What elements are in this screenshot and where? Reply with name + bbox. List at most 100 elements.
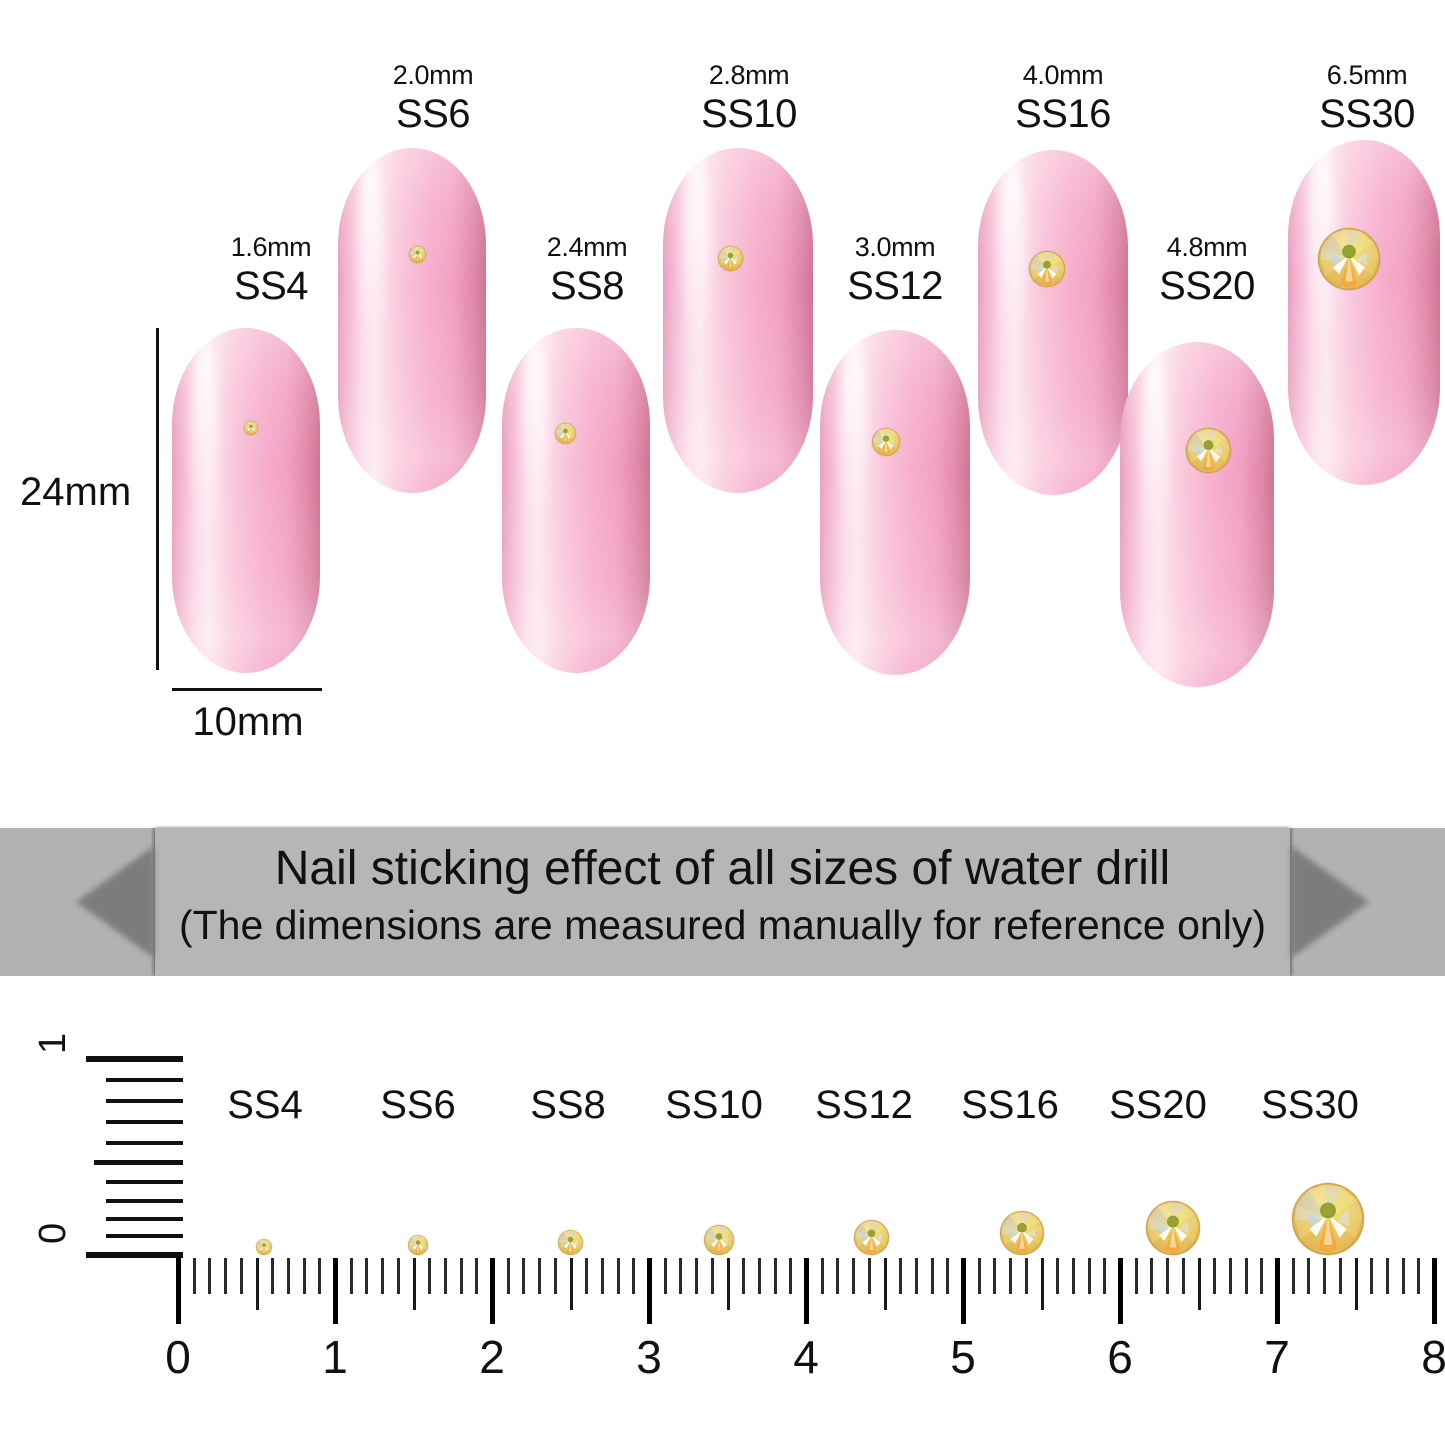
ruler-tick-mm (600, 1258, 604, 1294)
rhinestone-ss30 (1318, 228, 1380, 290)
nail-size-label-ss30: 6.5mm SS30 (1272, 62, 1445, 136)
ruler-tick-mm (1244, 1258, 1248, 1294)
ruler-tick-mm (679, 1258, 683, 1294)
ruler-tick-mm (349, 1258, 353, 1294)
vertical-scale-tick (86, 1056, 183, 1062)
nail-swatch-ss12 (820, 330, 970, 675)
ruler-tick-mm (789, 1258, 793, 1294)
ruler-rhinestone-ss20 (1146, 1201, 1200, 1255)
nail-gloss-highlight (358, 158, 384, 366)
ruler-tick-mm (1401, 1258, 1405, 1294)
nail-gloss-highlight (192, 338, 218, 546)
size-ss: SS16 (1015, 92, 1111, 136)
ruler-rhinestone-ss8 (558, 1230, 583, 1255)
ruler-tick-mm (1385, 1258, 1389, 1294)
vertical-scale-tick (106, 1217, 183, 1221)
ruler-tick-mm (946, 1258, 950, 1294)
vertical-scale-tick (106, 1180, 183, 1184)
ruler-label-ss16: SS16 (961, 1083, 1059, 1127)
ruler-tick-mm (1009, 1258, 1013, 1294)
ruler-tick-mm (1291, 1258, 1295, 1294)
ruler-label-ss12: SS12 (815, 1083, 913, 1127)
ruler-tick-mm (1417, 1258, 1421, 1294)
banner-subtitle: (The dimensions are measured manually fo… (178, 902, 1266, 948)
ruler-tick-mm (1024, 1258, 1028, 1294)
ruler-rhinestone-ss4 (256, 1239, 272, 1255)
size-mm: 4.0mm (1022, 60, 1104, 90)
ruler-label-ss4: SS4 (227, 1083, 303, 1127)
ruler-tick-cm (490, 1258, 495, 1324)
ruler-tick-mm (742, 1258, 746, 1294)
nail-gloss-highlight (522, 338, 548, 546)
vertical-scale (38, 1056, 183, 1258)
vertical-scale-tick (106, 1120, 183, 1124)
ruler-tick-mm (914, 1258, 918, 1294)
rhinestone-ss6 (409, 246, 426, 263)
height-dimension-line (156, 328, 159, 670)
ruler-tick-mm (836, 1258, 840, 1294)
ruler-tick-mm (538, 1258, 542, 1294)
ruler-tick-mm (208, 1258, 212, 1294)
ruler-tick-mm (1338, 1258, 1342, 1294)
nail-size-label-ss10: 2.8mm SS10 (654, 62, 844, 135)
height-dimension-label: 24mm (20, 470, 132, 514)
nail-size-label-ss8: 2.4mm SS8 (492, 234, 682, 307)
size-mm: 3.0mm (854, 232, 936, 262)
nail-size-label-ss4: 1.6mm SS4 (176, 232, 366, 307)
ruler-tick-half (1197, 1258, 1201, 1310)
nail-swatch-ss20 (1120, 342, 1274, 687)
ruler-tick-mm (443, 1258, 447, 1294)
size-ss: SS20 (1159, 264, 1255, 308)
ruler-tick-mm (1056, 1258, 1060, 1294)
ruler-rhinestone-ss12 (854, 1220, 889, 1255)
ruler-tick-mm (977, 1258, 981, 1294)
nail-size-label-ss20: 4.8mm SS20 (1112, 234, 1302, 308)
ruler-tick-mm (192, 1258, 196, 1294)
ruler-tick-mm (506, 1258, 510, 1294)
ruler-rhinestone-ss16 (1000, 1211, 1044, 1255)
ruler-tick-cm (1432, 1258, 1437, 1324)
ruler-tick-mm (993, 1258, 997, 1294)
nail-body (502, 328, 650, 673)
ruler-tick-mm (1323, 1258, 1327, 1294)
nail-size-label-ss12: 3.0mm SS12 (800, 232, 990, 307)
ruler-tick-cm (176, 1258, 181, 1324)
nail-swatch-ss10 (663, 148, 813, 493)
ruler-rhinestone-ss6 (408, 1235, 428, 1255)
ruler-tick-mm (1166, 1258, 1170, 1294)
nail-body (172, 328, 320, 673)
ruler-tick-mm (1103, 1258, 1107, 1294)
ruler-tick-cm (804, 1258, 809, 1324)
ruler-tick-mm (930, 1258, 934, 1294)
ruler-tick-mm (428, 1258, 432, 1294)
ruler-cm-number-8: 8 (1421, 1331, 1445, 1383)
ruler-tick-mm (663, 1258, 667, 1294)
rhinestone-ss10 (718, 246, 743, 271)
size-mm: 1.6mm (230, 232, 312, 262)
ruler-cm-number-2: 2 (479, 1331, 505, 1383)
size-mm: 2.0mm (392, 60, 474, 90)
ruler-tick-mm (616, 1258, 620, 1294)
ruler-tick-mm (867, 1258, 871, 1294)
size-ss: SS30 (1319, 92, 1415, 136)
ruler-cm-number-5: 5 (950, 1331, 976, 1383)
ruler-cm-number-7: 7 (1264, 1331, 1290, 1383)
ruler-label-ss30: SS30 (1261, 1083, 1359, 1127)
ruler-tick-mm (365, 1258, 369, 1294)
ruler-tick-mm (224, 1258, 228, 1294)
ruler-tick-half (1354, 1258, 1358, 1310)
ruler-tick-mm (899, 1258, 903, 1294)
vertical-scale-tick (106, 1078, 183, 1082)
ruler-tick-mm (1134, 1258, 1138, 1294)
nail-gloss-highlight (841, 340, 867, 548)
ruler-tick-half (1040, 1258, 1044, 1310)
ruler-tick-mm (396, 1258, 400, 1294)
ruler-label-ss20: SS20 (1109, 1083, 1207, 1127)
ruler-tick-cm (1275, 1258, 1280, 1324)
ruler-tick-half (726, 1258, 730, 1310)
vertical-scale-tick (106, 1234, 183, 1238)
rhinestone-ss16 (1029, 251, 1065, 287)
ruler-tick-mm (553, 1258, 557, 1294)
nail-gloss-highlight (1141, 352, 1168, 560)
vertical-scale-tick (106, 1199, 183, 1203)
